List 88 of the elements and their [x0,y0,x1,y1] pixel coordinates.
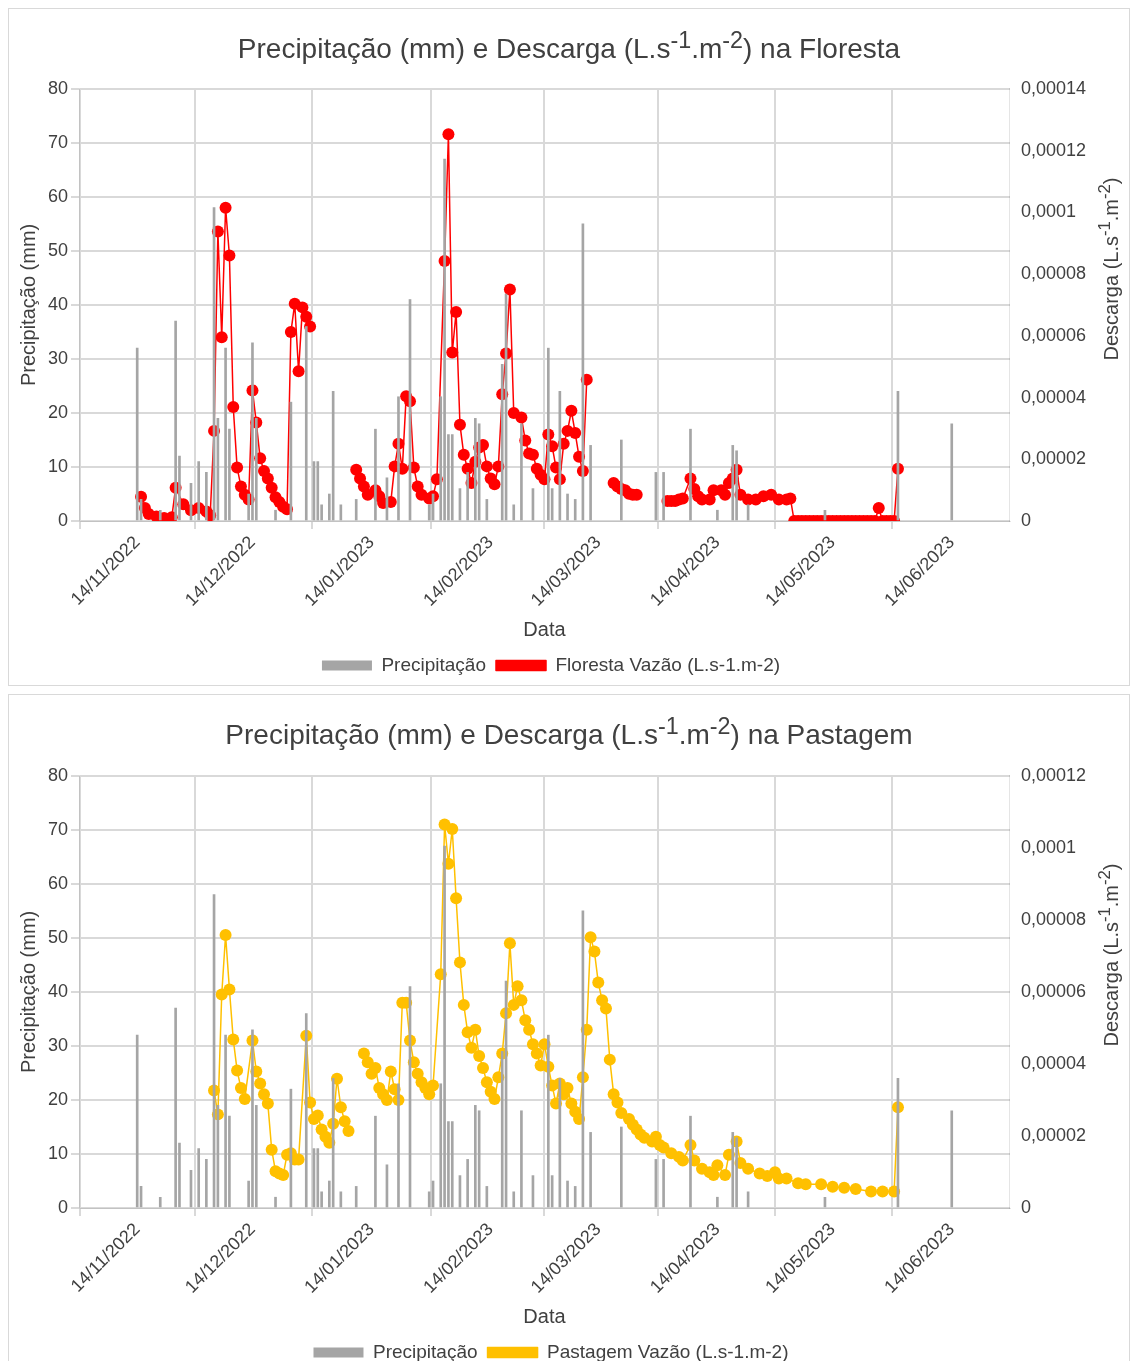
y-tick-label: 0 [58,1196,69,1217]
chart-title: Precipitação (mm) e Descarga (L.s$^{-1}$.m$^{-2}$) na Pastagem [224,712,914,753]
bar [466,1158,469,1208]
y-tick-label: 70 [47,132,69,153]
y-tick-label: 70 [47,818,69,839]
bar [716,1196,719,1208]
bar [466,472,469,521]
y-tick-label: 20 [47,402,69,423]
bar [950,423,954,521]
y2-tick-label: 0,0001 [1020,836,1076,857]
y-tick-label: 30 [47,348,69,369]
y2-tick-label: 0,00012 [1020,764,1087,785]
bar [566,494,569,521]
legend-label: Floresta Vazão (L.s-1.m-2) [555,654,781,676]
bar [443,159,446,521]
x-axis-title: Data [523,617,567,640]
legend-label: Pastagem Vazão (L.s-1.m-2) [547,1340,789,1361]
y-axis-title: Precipitação (mm) [16,910,39,1073]
bar [473,1104,477,1208]
bar [251,342,254,521]
y-tick-label: 30 [47,1034,69,1055]
bar [689,429,692,521]
y-tick-label: 80 [47,78,69,99]
y2-tick-label: 0,00002 [1020,448,1087,469]
bar [589,1131,592,1208]
y2-tick-label: 0 [1020,1196,1031,1217]
y2-tick-label: 0,00006 [1020,980,1087,1001]
bar [689,1115,692,1208]
bar [716,510,719,521]
bar [224,1034,227,1208]
bar [354,499,358,521]
y-tick-label: 10 [47,1142,69,1163]
bar [397,396,400,521]
bar [274,510,277,521]
bar [316,461,320,521]
bar [397,1083,400,1208]
y2-tick-label: 0,00012 [1020,139,1087,160]
y2-tick-label: 0,00014 [1020,78,1087,99]
legend-label: Precipitação [381,654,487,676]
bar [354,1185,358,1208]
bar [197,1147,201,1208]
bar [662,1158,665,1208]
bar [520,423,523,521]
y2-tick-label: 0,00002 [1020,1124,1087,1145]
bar [950,1110,954,1208]
y-tick-label: 20 [47,1088,69,1109]
bar [158,1196,162,1208]
bar [566,1180,569,1208]
y2-tick-label: 0,0001 [1020,201,1076,222]
y-tick-label: 40 [47,294,69,315]
y-tick-label: 60 [47,872,69,893]
bar [135,1034,139,1208]
y-tick-label: 80 [47,764,69,785]
chart-title: Precipitação (mm) e Descarga (L.s$^{-1}$.m$^{-2}$) na Floresta [236,26,902,67]
y-tick-label: 0 [58,510,69,531]
y2-tick-label: 0,00004 [1020,386,1087,407]
bar [619,1126,623,1208]
bar [589,445,592,521]
bar [374,1115,377,1208]
bar [316,1147,320,1208]
bar [512,1191,516,1208]
bar [374,429,377,521]
legend-label: Precipitação [372,1340,478,1361]
x-axis-title: Data [523,1304,567,1327]
bar [174,1007,177,1208]
y2-tick-label: 0,00008 [1020,263,1087,284]
bar [205,472,208,521]
bar [573,499,577,521]
bar [512,504,516,521]
bar [520,1110,523,1208]
y-axis-title: Precipitação (mm) [16,224,39,387]
y2-tick-label: 0,00006 [1020,325,1087,346]
y-tick-label: 40 [47,980,69,1001]
bar [573,1185,577,1208]
y2-tick-label: 0 [1020,510,1031,531]
bar [251,1029,254,1208]
y-tick-label: 50 [47,240,69,261]
y-tick-label: 10 [47,456,69,477]
y2-tick-label: 0,00004 [1020,1052,1087,1073]
bar [274,1196,277,1208]
bar [450,434,454,521]
y-tick-label: 60 [47,186,69,207]
y2-tick-label: 0,00008 [1020,908,1087,929]
bar [450,1120,454,1208]
y-tick-label: 50 [47,926,69,947]
bar [205,1158,208,1208]
bar [224,348,227,521]
bar [443,845,446,1208]
